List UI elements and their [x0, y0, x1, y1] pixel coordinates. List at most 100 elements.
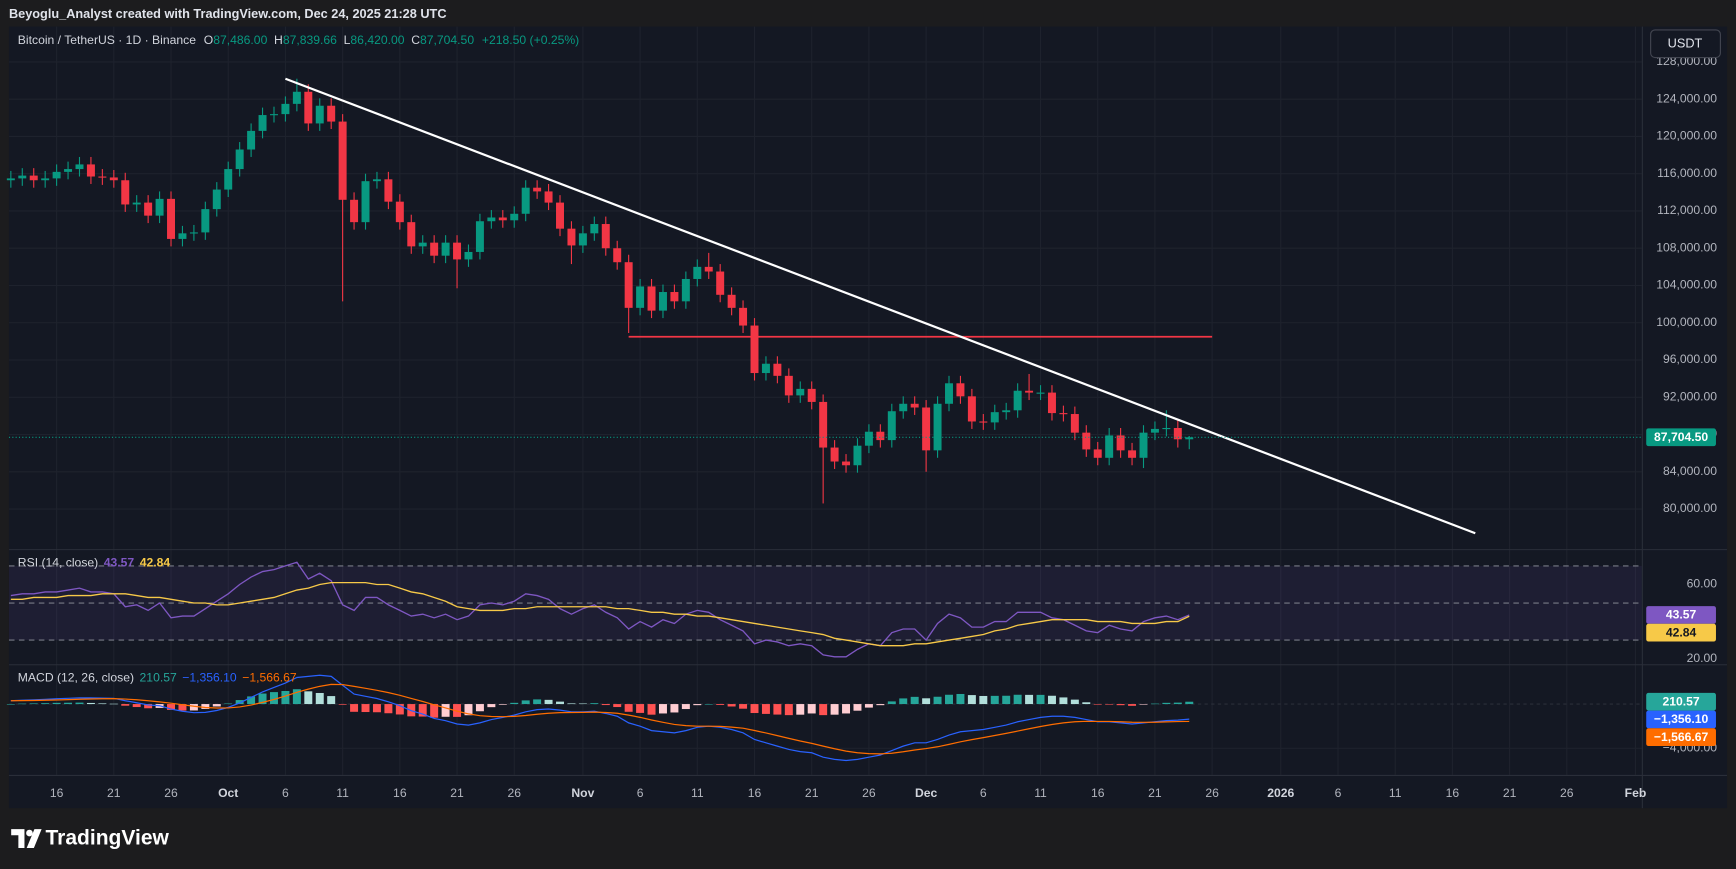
histogram-bar	[464, 704, 473, 716]
histogram-bar	[1036, 694, 1045, 705]
histogram-bar	[304, 691, 313, 705]
histogram-bar	[544, 699, 553, 705]
candle-body	[819, 401, 828, 448]
candle-body	[86, 164, 95, 177]
ohlc-value: 87,839.66	[283, 33, 337, 47]
histogram-bar	[956, 693, 965, 705]
histogram-bar	[739, 704, 748, 709]
x-tick-label: 21	[107, 786, 121, 800]
pane-title: MACD (12, 26, close)	[18, 671, 134, 685]
histogram-bar	[601, 704, 610, 706]
histogram-bar	[1173, 702, 1182, 705]
histogram-bar	[933, 696, 942, 705]
x-tick-label: 26	[507, 786, 521, 800]
legend-value: −1,566.67	[242, 671, 297, 685]
candle-body	[933, 403, 942, 451]
histogram-bar	[773, 704, 782, 715]
histogram-bar	[384, 704, 393, 714]
x-tick-label: 26	[1560, 786, 1574, 800]
ohlc-key: O	[204, 33, 213, 47]
histogram-bar	[430, 704, 439, 718]
legend-value: 43.57	[104, 556, 135, 570]
x-tick-label: 16	[1091, 786, 1105, 800]
ohlc-key: H	[274, 33, 283, 47]
histogram-bar	[1139, 704, 1148, 705]
axis-value-box	[1646, 728, 1716, 747]
histogram-bar	[361, 704, 370, 713]
candle-body	[1116, 435, 1125, 451]
candle-body	[716, 271, 725, 295]
brand: TradingView	[45, 827, 169, 850]
histogram-bar	[121, 704, 130, 706]
histogram-bar	[212, 704, 221, 707]
histogram-bar	[1002, 695, 1011, 705]
histogram-bar	[784, 704, 793, 716]
pane-legend: RSI (14, close) 43.57 42.84	[18, 556, 171, 570]
candle-body	[956, 383, 965, 397]
candle-body	[292, 91, 301, 104]
legend-value: 42.84	[140, 556, 171, 570]
histogram-bar	[98, 703, 107, 705]
logo-t	[11, 829, 25, 848]
y-tick-label: 20.00	[1687, 651, 1718, 665]
currency-label[interactable]: USDT	[1668, 36, 1703, 51]
candle-body	[304, 91, 313, 124]
candle-body	[613, 248, 622, 263]
candle-body	[327, 105, 336, 122]
y-tick-label: 100,000.00	[1656, 315, 1717, 329]
histogram-bar	[258, 693, 267, 705]
histogram-bar	[670, 704, 679, 713]
candle-body	[990, 412, 999, 423]
histogram-bar	[178, 704, 187, 711]
candle-body	[41, 178, 50, 181]
histogram-bar	[441, 704, 450, 717]
x-tick-label: 11	[1034, 786, 1047, 800]
x-tick-label: 21	[805, 786, 819, 800]
histogram-bar	[418, 704, 427, 717]
histogram-bar	[979, 695, 988, 705]
candle-body	[590, 224, 599, 234]
histogram-bar	[1185, 701, 1194, 705]
y-tick-label: 124,000.00	[1656, 91, 1717, 105]
candle-body	[1173, 427, 1182, 440]
ohlc-key: L	[344, 33, 351, 47]
x-tick-label: Feb	[1625, 786, 1647, 800]
histogram-bar	[853, 704, 862, 711]
y-tick-label: 60.00	[1687, 577, 1718, 591]
logo-v	[26, 829, 42, 848]
candle-body	[144, 202, 153, 216]
candle-body	[1025, 390, 1034, 393]
candle-body	[189, 232, 198, 234]
x-tick-label: 26	[1205, 786, 1219, 800]
histogram-bar	[86, 702, 95, 705]
candle-body	[132, 202, 141, 205]
candle-body	[361, 181, 370, 223]
x-tick-label: Oct	[218, 786, 238, 800]
candle-body	[315, 105, 324, 124]
ohlc-value: 87,704.50	[420, 33, 474, 47]
candle-body	[750, 325, 759, 374]
histogram-bar	[453, 704, 462, 717]
candle-body	[624, 262, 633, 308]
y-tick-label: 92,000.00	[1663, 389, 1717, 403]
y-tick-label: 80,000.00	[1663, 501, 1717, 515]
histogram-bar	[613, 704, 622, 708]
candle-body	[510, 213, 519, 221]
candle-body	[704, 266, 713, 272]
axis-value-box	[1646, 606, 1716, 624]
histogram-bar	[1093, 704, 1102, 705]
candle-body	[1162, 427, 1171, 430]
currency-button-frame[interactable]	[1650, 29, 1721, 59]
histogram-bar	[693, 704, 702, 706]
histogram-bar	[567, 703, 576, 705]
candle-body	[464, 251, 473, 260]
x-tick-label: 21	[1148, 786, 1162, 800]
histogram-bar	[372, 704, 381, 713]
histogram-bar	[498, 704, 507, 705]
candle-body	[1150, 428, 1159, 433]
histogram-bar	[1013, 694, 1022, 705]
candle-body	[258, 115, 267, 131]
candle-body	[1082, 432, 1091, 450]
currency-button[interactable]: USDT	[1650, 29, 1721, 59]
